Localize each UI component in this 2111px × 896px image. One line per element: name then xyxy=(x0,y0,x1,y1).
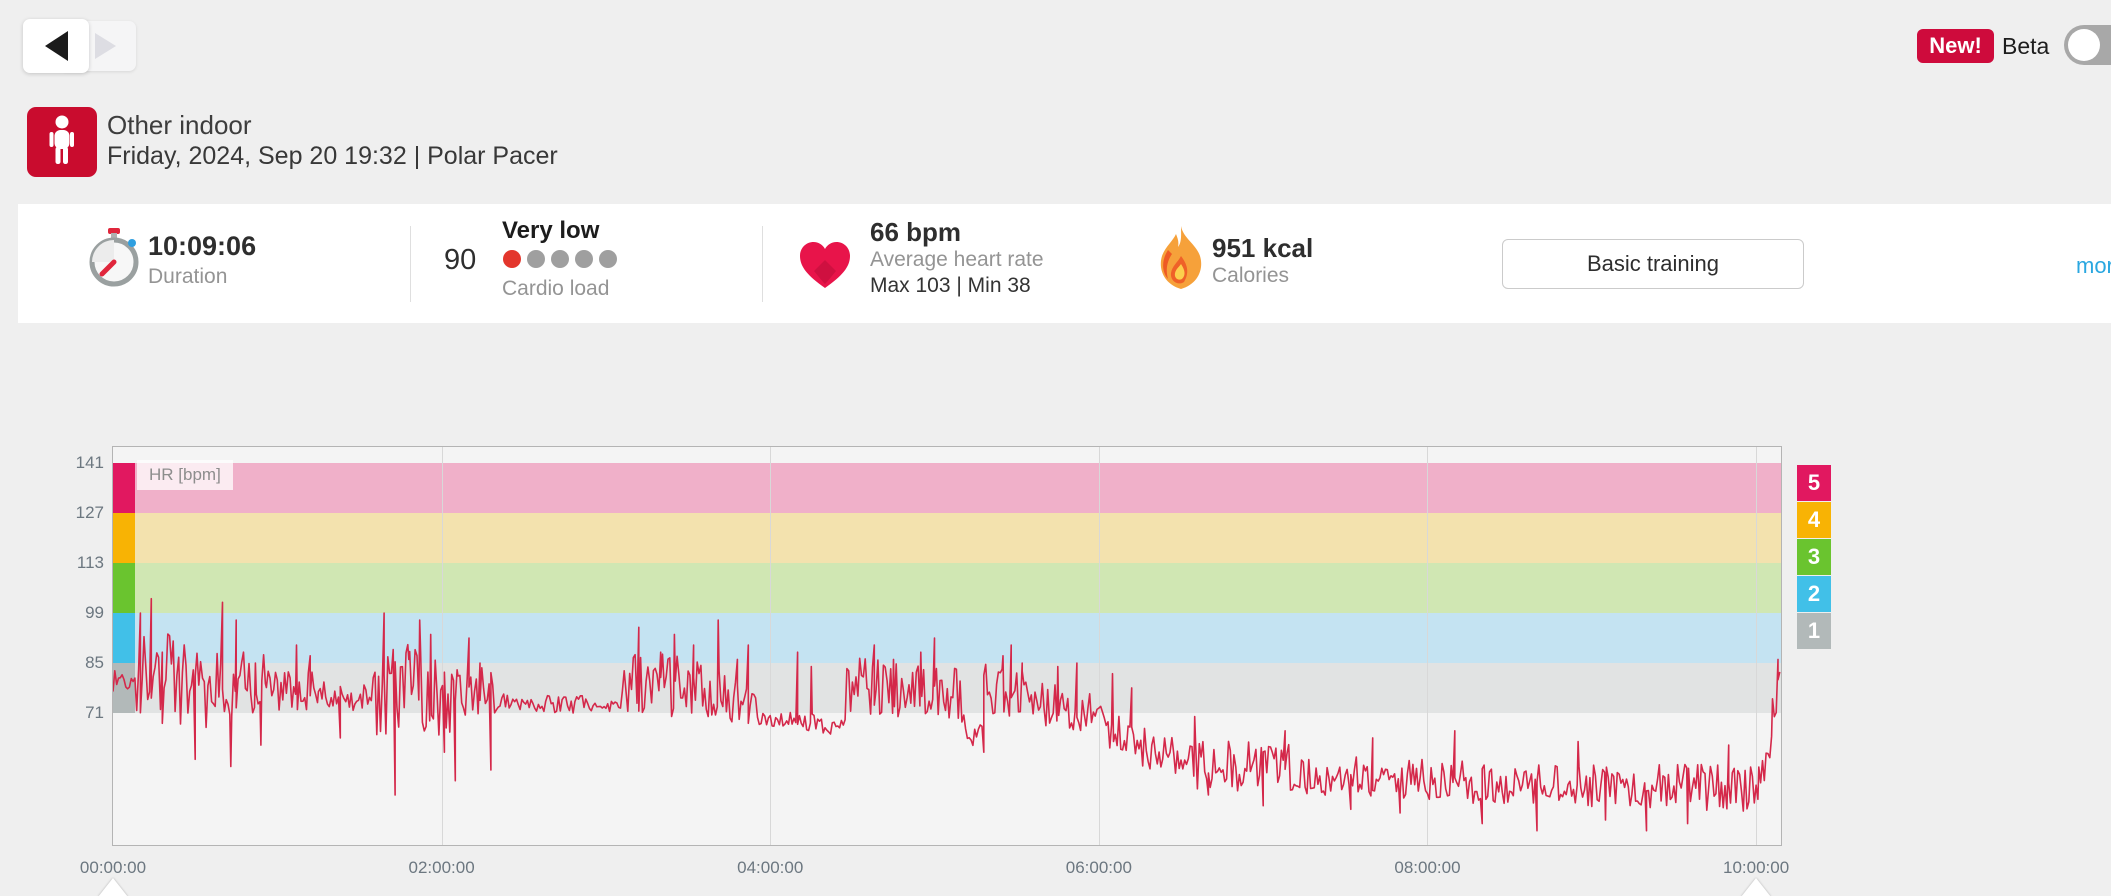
slider-handle[interactable] xyxy=(98,878,128,896)
nav-back-button[interactable] xyxy=(23,19,89,73)
cardio-load-label: Cardio load xyxy=(502,277,610,300)
beta-toggle-knob[interactable] xyxy=(2068,29,2100,61)
calories-value: 951 kcal xyxy=(1212,233,1314,263)
x-axis-label: 00:00:00 xyxy=(79,858,147,877)
slider-handle[interactable] xyxy=(1741,878,1772,896)
cardio-load-dot xyxy=(551,250,569,268)
avg-hr-label: Average heart rate xyxy=(870,248,1044,271)
activity-sport-icon xyxy=(27,107,97,177)
hr-zone-strip-2 xyxy=(113,612,135,663)
y-axis-label: 113 xyxy=(76,553,104,572)
gridline xyxy=(1098,447,1100,845)
cardio-load-value: 90 xyxy=(444,244,477,276)
duration-value: 10:09:06 xyxy=(148,231,257,261)
hr-minmax: Max 103 | Min 38 xyxy=(870,274,1031,297)
duration-label: Duration xyxy=(148,265,228,288)
y-axis-label: 141 xyxy=(75,453,104,473)
x-axis-label: 08:00:00 xyxy=(1394,858,1461,877)
beta-label: Beta xyxy=(2002,33,2050,59)
hr-zone-strip-3 xyxy=(113,563,135,613)
cardio-load-dot xyxy=(527,250,545,268)
forward-arrow-icon xyxy=(94,33,116,59)
hr-zone-strip-1 xyxy=(113,662,135,713)
hr-zone-strip-4 xyxy=(113,513,135,563)
heart-icon xyxy=(798,240,852,295)
hr-line-plot xyxy=(113,597,1781,832)
activity-title: Other indoor xyxy=(107,110,252,140)
hr-zone-band-4 xyxy=(113,513,1781,563)
hr-zone-band-2 xyxy=(113,612,1781,663)
gridline xyxy=(1756,447,1758,845)
flame-icon xyxy=(1158,226,1204,297)
gridline xyxy=(770,447,772,845)
y-axis-label: 99 xyxy=(85,602,104,622)
x-axis-label: 04:00:00 xyxy=(737,858,804,877)
chart-title-chip: HR [bpm] xyxy=(137,460,233,490)
cardio-load-level: Very low xyxy=(502,217,600,244)
sport-profile-button[interactable]: Basic training xyxy=(1502,239,1804,289)
cardio-load-dot xyxy=(503,250,521,268)
zone-number-badge: 3 xyxy=(1797,539,1831,575)
y-axis-label: 127 xyxy=(75,503,104,523)
activity-subtitle: Friday, 2024, Sep 20 19:32 | Polar Pacer xyxy=(107,142,558,170)
gridline xyxy=(1427,447,1429,845)
person-icon xyxy=(49,115,74,164)
x-axis-label: 02:00:00 xyxy=(408,858,475,877)
avg-hr-value: 66 bpm xyxy=(870,217,962,247)
x-axis-label: 10:00:00 xyxy=(1722,858,1790,877)
y-axis-label: 85 xyxy=(85,652,104,672)
cardio-load-dot xyxy=(575,250,593,268)
y-axis-label: 71 xyxy=(85,702,104,722)
zone-number-badge: 5 xyxy=(1797,465,1831,501)
cardio-load-dot xyxy=(599,250,617,268)
stopwatch-icon xyxy=(86,228,142,293)
zone-number-badge: 2 xyxy=(1797,576,1831,612)
cardio-load-dots xyxy=(503,250,623,273)
gridline xyxy=(441,447,443,845)
new-badge: New! xyxy=(1917,29,1994,63)
x-axis-label: 06:00:00 xyxy=(1065,858,1132,877)
hr-zone-band-5 xyxy=(113,463,1781,514)
zone-number-badge: 1 xyxy=(1797,613,1831,649)
divider xyxy=(410,226,411,302)
hr-zone-band-3 xyxy=(113,563,1781,613)
calories-label: Calories xyxy=(1212,264,1290,287)
zone-number-badge: 4 xyxy=(1797,502,1831,538)
hr-zones-chart[interactable]: HR [bpm] xyxy=(112,446,1782,846)
back-arrow-icon xyxy=(44,31,68,61)
divider xyxy=(762,226,763,302)
hr-zone-strip-5 xyxy=(113,463,135,514)
more-link[interactable]: more xyxy=(2076,253,2111,278)
